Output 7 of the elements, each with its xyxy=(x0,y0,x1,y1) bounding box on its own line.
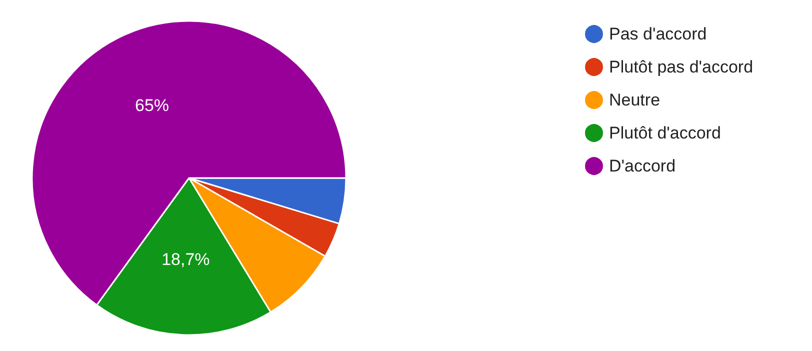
legend-label: D'accord xyxy=(609,156,676,176)
legend-label: Neutre xyxy=(609,90,660,110)
legend-label: Plutôt d'accord xyxy=(609,124,721,142)
legend-label: Plutôt pas d'accord xyxy=(609,58,754,76)
data-label: 18,7% xyxy=(162,250,210,269)
legend-label: Pas d'accord xyxy=(609,24,707,44)
data-label: 65% xyxy=(134,96,170,115)
